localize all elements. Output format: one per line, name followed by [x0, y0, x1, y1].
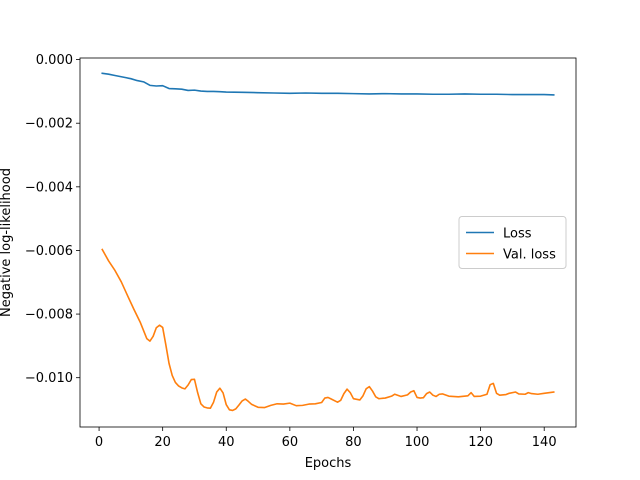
y-axis-ticks: 0.000 −0.002 −0.004 −0.006 −0.008 −0.010 [25, 53, 80, 386]
x-tick-label: 140 [532, 435, 557, 450]
y-axis-label: Negative log-likelihood [0, 168, 14, 317]
y-tick-label: −0.002 [25, 117, 73, 132]
x-tick-label: 20 [154, 435, 171, 450]
plot-frame [79, 57, 577, 428]
y-tick-label: −0.006 [25, 244, 73, 259]
y-tick-label: 0.000 [36, 53, 73, 68]
x-axis-ticks: 0 20 40 60 80 100 120 140 [95, 427, 557, 450]
y-tick-label: −0.004 [25, 180, 73, 195]
legend-label: Val. loss [503, 248, 556, 263]
x-axis-label: Epochs [305, 456, 352, 471]
legend-box [458, 216, 567, 269]
y-tick-label: −0.008 [25, 308, 73, 323]
x-tick-label: 120 [468, 435, 493, 450]
x-tick-label: 60 [282, 435, 299, 450]
y-tick-label: −0.010 [25, 371, 73, 386]
x-tick-label: 40 [218, 435, 235, 450]
x-tick-label: 0 [95, 435, 103, 450]
legend: Loss Val. loss [458, 216, 567, 269]
series-line-2 [101, 248, 555, 412]
legend-label: Loss [503, 227, 532, 242]
x-tick-label: 80 [345, 435, 362, 450]
x-tick-label: 100 [405, 435, 430, 450]
series-line-1 [101, 72, 555, 96]
series-layer [101, 72, 555, 412]
